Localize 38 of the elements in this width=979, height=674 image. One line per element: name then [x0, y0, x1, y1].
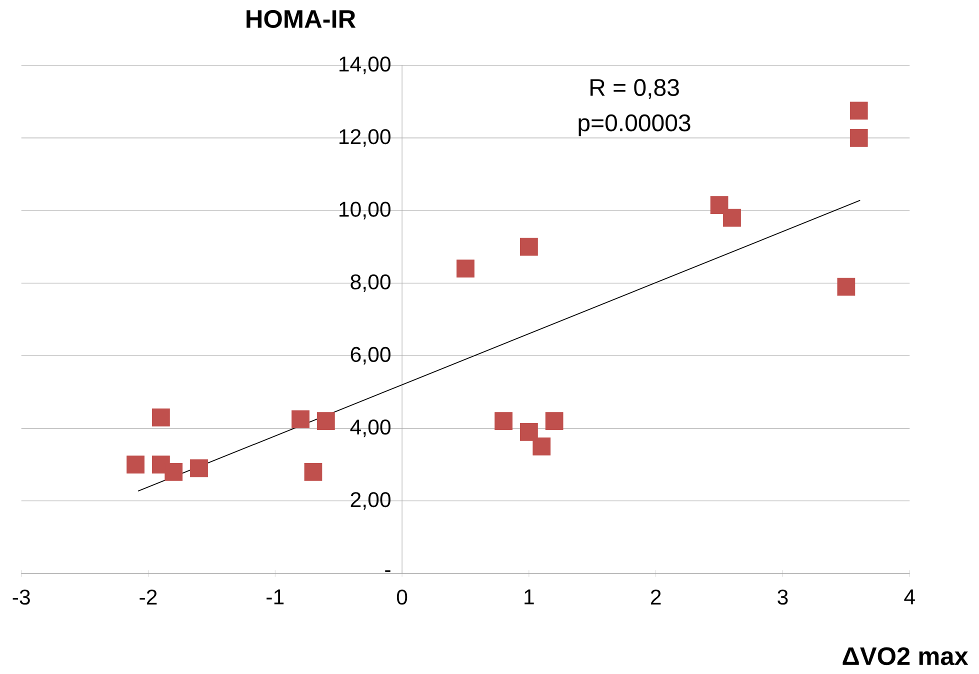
annotation: R = 0,83 [590, 79, 679, 100]
point [710, 196, 728, 214]
point [837, 278, 856, 296]
point [152, 408, 170, 427]
point [850, 129, 868, 148]
y-tick-label: 14,00 [340, 56, 390, 74]
x-tick-label: 3 [778, 590, 788, 605]
y-axis-title: HOMA-IR [246, 10, 356, 28]
y-tick-label: - [385, 570, 390, 572]
y-tick-label: 8,00 [350, 274, 390, 292]
y-tick-label: 12,00 [340, 129, 390, 147]
point [304, 463, 322, 482]
point [545, 412, 564, 430]
y-tick-label: 4,00 [350, 420, 390, 438]
y-tick-label: 10,00 [340, 202, 390, 220]
y-tick-label: 6,00 [350, 347, 390, 365]
x-tick-label: 1 [524, 590, 534, 604]
point [292, 410, 310, 428]
x-tick-label: -1 [266, 590, 284, 604]
point [494, 412, 512, 430]
x-tick-label: 2 [650, 590, 661, 605]
point [164, 463, 183, 482]
y-tick-label: 2,00 [350, 492, 390, 510]
point [723, 209, 741, 227]
point [520, 238, 538, 256]
x-axis-title: ΔVO2 max [842, 647, 968, 666]
point [520, 423, 538, 442]
x-tick-label: -2 [140, 590, 157, 605]
point [456, 260, 474, 278]
x-tick-label: -3 [12, 590, 30, 605]
point [316, 412, 335, 430]
annotation: p=0.00003 [578, 114, 690, 136]
point [190, 460, 208, 478]
x-tick-label: 4 [904, 590, 915, 604]
point [532, 438, 551, 456]
x-tick-label: 0 [396, 590, 408, 605]
point [126, 456, 144, 474]
point [850, 102, 868, 120]
